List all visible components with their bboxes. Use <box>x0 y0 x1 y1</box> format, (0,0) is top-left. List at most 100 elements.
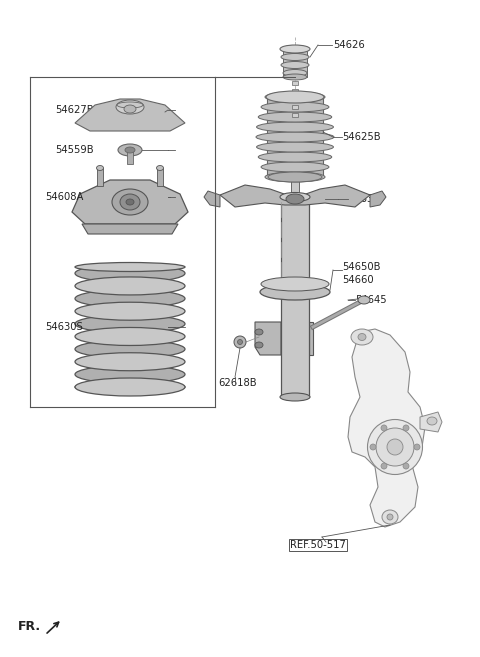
Text: 54633: 54633 <box>348 194 380 204</box>
Ellipse shape <box>403 425 409 431</box>
Ellipse shape <box>283 74 307 80</box>
Ellipse shape <box>255 342 263 348</box>
Ellipse shape <box>265 92 325 102</box>
Polygon shape <box>348 329 425 527</box>
Ellipse shape <box>280 193 310 202</box>
Text: 54645: 54645 <box>355 295 386 305</box>
Bar <box>157 168 163 186</box>
Ellipse shape <box>258 152 332 162</box>
Polygon shape <box>82 224 178 234</box>
Ellipse shape <box>257 122 334 132</box>
Ellipse shape <box>117 102 143 108</box>
Ellipse shape <box>255 329 263 335</box>
Ellipse shape <box>261 102 329 112</box>
Ellipse shape <box>283 45 307 53</box>
Ellipse shape <box>387 439 403 455</box>
Bar <box>283 49 307 77</box>
Ellipse shape <box>358 296 370 304</box>
Bar <box>127 150 133 164</box>
Bar <box>97 168 103 186</box>
Bar <box>292 81 298 85</box>
Ellipse shape <box>116 100 144 114</box>
Ellipse shape <box>75 290 185 307</box>
Ellipse shape <box>382 510 398 524</box>
Bar <box>292 105 298 109</box>
Text: 54660: 54660 <box>342 275 373 285</box>
Ellipse shape <box>238 340 242 344</box>
Ellipse shape <box>283 70 307 76</box>
Ellipse shape <box>118 144 142 156</box>
Text: FR.: FR. <box>18 620 41 633</box>
Bar <box>267 97 323 177</box>
Ellipse shape <box>120 194 140 210</box>
Text: 54650B: 54650B <box>342 262 381 272</box>
Ellipse shape <box>75 263 185 271</box>
Ellipse shape <box>266 91 324 103</box>
Ellipse shape <box>414 444 420 450</box>
Ellipse shape <box>156 166 164 171</box>
Ellipse shape <box>124 105 136 113</box>
Text: 54608A: 54608A <box>45 192 84 202</box>
Polygon shape <box>75 99 185 131</box>
Ellipse shape <box>112 189 148 215</box>
Ellipse shape <box>75 365 185 384</box>
Ellipse shape <box>75 315 185 333</box>
Ellipse shape <box>387 514 393 520</box>
Polygon shape <box>370 191 386 207</box>
Ellipse shape <box>358 334 366 340</box>
Ellipse shape <box>75 264 185 283</box>
Ellipse shape <box>368 420 422 474</box>
Ellipse shape <box>280 393 310 401</box>
Ellipse shape <box>268 172 322 182</box>
Ellipse shape <box>257 142 334 152</box>
Ellipse shape <box>370 444 376 450</box>
Ellipse shape <box>75 277 185 295</box>
Ellipse shape <box>96 166 104 171</box>
Ellipse shape <box>75 382 185 392</box>
Ellipse shape <box>260 284 330 300</box>
Text: 54630S: 54630S <box>45 322 83 332</box>
Bar <box>291 117 299 197</box>
Ellipse shape <box>381 463 387 469</box>
Ellipse shape <box>286 194 304 204</box>
Ellipse shape <box>258 112 332 122</box>
Ellipse shape <box>261 162 329 172</box>
Text: 54626: 54626 <box>333 40 365 50</box>
Ellipse shape <box>381 425 387 431</box>
Polygon shape <box>204 191 220 207</box>
Ellipse shape <box>281 53 309 60</box>
Polygon shape <box>309 322 313 355</box>
Ellipse shape <box>351 329 373 345</box>
Text: 54625B: 54625B <box>342 132 381 142</box>
Ellipse shape <box>126 199 134 205</box>
Polygon shape <box>420 412 442 432</box>
Ellipse shape <box>125 147 135 153</box>
Ellipse shape <box>376 428 414 466</box>
Bar <box>292 113 298 117</box>
Bar <box>281 197 309 297</box>
Ellipse shape <box>75 353 185 371</box>
Ellipse shape <box>75 302 185 320</box>
Bar <box>281 297 309 397</box>
Ellipse shape <box>75 327 185 346</box>
Ellipse shape <box>403 463 409 469</box>
Ellipse shape <box>265 172 325 182</box>
Text: 54627B: 54627B <box>55 105 94 115</box>
Ellipse shape <box>427 417 437 425</box>
Text: 62618B: 62618B <box>218 378 257 388</box>
Polygon shape <box>255 322 281 355</box>
FancyArrowPatch shape <box>47 622 59 633</box>
Bar <box>292 89 298 93</box>
Polygon shape <box>72 180 188 224</box>
Bar <box>292 97 298 101</box>
Ellipse shape <box>256 132 334 142</box>
Text: 54559B: 54559B <box>55 145 94 155</box>
Ellipse shape <box>234 336 246 348</box>
Text: REF.50-517: REF.50-517 <box>290 540 346 550</box>
Ellipse shape <box>261 277 329 291</box>
Polygon shape <box>220 185 370 207</box>
Ellipse shape <box>281 62 309 68</box>
Ellipse shape <box>75 378 185 396</box>
Ellipse shape <box>280 45 310 53</box>
Ellipse shape <box>75 340 185 358</box>
